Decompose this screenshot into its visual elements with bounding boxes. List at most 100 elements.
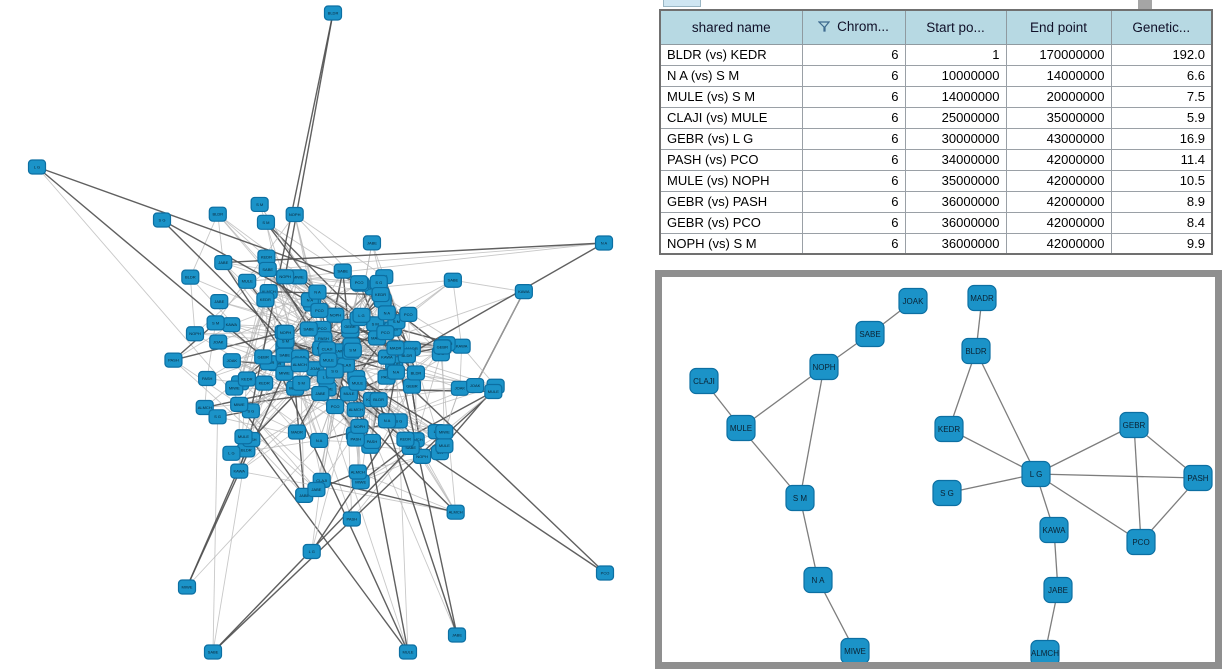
network-node[interactable]: NOPH xyxy=(276,324,295,340)
network-node[interactable]: MADR xyxy=(967,284,997,312)
table-row[interactable]: GEBR (vs) L G 6 30000000 43000000 16.9 xyxy=(659,127,1213,150)
network-node[interactable]: S M xyxy=(206,315,225,331)
network-node[interactable]: BLDR xyxy=(208,206,227,222)
network-node[interactable]: NOPH xyxy=(350,418,369,434)
network-node[interactable]: KEDR xyxy=(237,371,257,387)
network-edge[interactable] xyxy=(975,350,1037,475)
network-node[interactable]: PCO xyxy=(376,325,395,341)
network-node[interactable]: KEDR xyxy=(934,415,964,443)
column-header-2[interactable]: Start po... xyxy=(904,9,1007,45)
network-node[interactable]: JOAK xyxy=(450,380,469,396)
network-node[interactable]: NOPH xyxy=(809,353,839,381)
network-node[interactable]: JABE xyxy=(362,235,382,251)
network-node[interactable]: ALMCH xyxy=(346,402,365,418)
network-node[interactable]: SABE xyxy=(275,347,294,363)
network-node[interactable]: CLAJI xyxy=(689,367,719,395)
network-node[interactable]: MULE xyxy=(484,383,503,400)
network-edge[interactable] xyxy=(1133,424,1142,543)
network-node[interactable]: SABE xyxy=(203,644,223,660)
network-node[interactable]: MADR xyxy=(386,340,405,356)
table-row[interactable]: MULE (vs) NOPH 6 35000000 42000000 10.5 xyxy=(659,169,1213,192)
network-node[interactable]: MULE xyxy=(726,414,756,442)
network-edge[interactable] xyxy=(1035,473,1142,543)
network-node[interactable]: KEDR xyxy=(396,431,415,447)
network-node[interactable]: MIWE xyxy=(840,637,870,663)
network-node[interactable]: SABE xyxy=(443,272,462,288)
network-node[interactable]: SABE xyxy=(333,263,352,279)
network-node[interactable]: KEDR xyxy=(256,292,275,308)
table-row[interactable]: MULE (vs) S M 6 14000000 20000000 7.5 xyxy=(659,85,1213,108)
network-node[interactable]: KEDR xyxy=(255,375,274,391)
network-node[interactable]: GEBR xyxy=(254,349,273,365)
network-edge[interactable] xyxy=(1035,424,1135,475)
network-node[interactable]: S M xyxy=(785,484,815,512)
network-edge[interactable] xyxy=(799,497,819,581)
network-node[interactable]: JABE xyxy=(311,385,330,402)
network-node[interactable]: MIWE xyxy=(275,365,294,381)
network-node[interactable]: JABE xyxy=(214,254,233,271)
network-node[interactable]: S G xyxy=(932,479,962,507)
network-node[interactable]: MULE xyxy=(398,644,418,660)
network-node[interactable]: SABE xyxy=(258,261,277,278)
network-node[interactable]: PASH xyxy=(198,370,217,387)
column-header-0[interactable]: shared name xyxy=(659,9,803,45)
network-node[interactable]: GEBR xyxy=(402,378,422,394)
network-node[interactable]: PCO xyxy=(595,565,615,581)
network-node[interactable]: JABE xyxy=(1043,576,1073,604)
table-row[interactable]: CLAJI (vs) MULE 6 25000000 35000000 5.9 xyxy=(659,106,1213,129)
network-node[interactable]: KAWA xyxy=(1039,516,1069,544)
network-node[interactable]: NOPH xyxy=(285,206,304,223)
network-node[interactable]: ALMCH xyxy=(290,357,309,373)
network-node[interactable]: L G xyxy=(302,543,321,560)
network-node[interactable]: S M xyxy=(292,375,311,391)
network-node[interactable]: MIWE xyxy=(435,424,454,440)
network-node[interactable]: PASH xyxy=(362,433,382,450)
network-node[interactable]: BLDR xyxy=(961,337,991,365)
network-node[interactable]: PCO xyxy=(326,398,345,415)
network-node[interactable]: S M xyxy=(343,342,362,358)
column-header-1[interactable]: Chrom... xyxy=(801,9,906,45)
network-node[interactable]: N A xyxy=(377,305,396,321)
network-node[interactable]: L G xyxy=(1021,460,1051,488)
network-node[interactable]: JABE xyxy=(447,627,467,643)
table-row[interactable]: GEBR (vs) PCO 6 36000000 42000000 8.4 xyxy=(659,211,1213,234)
network-node[interactable]: N A xyxy=(377,413,397,429)
network-node[interactable]: KEDR xyxy=(371,286,390,303)
network-node[interactable]: S M xyxy=(250,196,269,213)
network-node[interactable]: ALMCH xyxy=(446,504,465,520)
network-node[interactable]: KAWA xyxy=(230,463,249,479)
network-node[interactable]: N A xyxy=(309,432,329,449)
network-node[interactable]: N A xyxy=(308,284,327,300)
network-node[interactable]: JOAK xyxy=(466,377,485,394)
network-node[interactable]: JOAK xyxy=(222,353,241,369)
network-node[interactable]: ALMCH xyxy=(348,464,367,480)
table-row[interactable]: GEBR (vs) PASH 6 36000000 42000000 8.9 xyxy=(659,190,1213,213)
network-node[interactable]: MIWE xyxy=(177,579,197,595)
filter-funnel-icon[interactable] xyxy=(817,20,831,35)
network-node[interactable]: GEBR xyxy=(1119,411,1149,439)
network-node[interactable]: S G xyxy=(152,212,172,228)
network-node[interactable]: L G xyxy=(352,307,371,323)
network-node[interactable]: GEBR xyxy=(433,339,452,355)
network-edge[interactable] xyxy=(740,366,825,429)
network-node[interactable]: BLDR xyxy=(323,5,343,21)
network-node[interactable]: N A xyxy=(386,364,406,380)
network-node[interactable]: MULE xyxy=(234,429,253,445)
network-node[interactable]: PCO xyxy=(350,275,369,291)
scrollbar-fragment[interactable] xyxy=(1138,0,1152,9)
network-node[interactable]: JABE xyxy=(210,294,229,310)
network-node[interactable]: JOAK xyxy=(209,334,228,350)
network-node[interactable]: PASH xyxy=(164,352,183,368)
network-node[interactable]: N A xyxy=(803,566,833,594)
network-node[interactable]: MULE xyxy=(238,273,257,289)
network-node[interactable]: MULE xyxy=(319,352,338,368)
network-node[interactable]: MADR xyxy=(287,424,307,440)
network-node[interactable]: KAWA xyxy=(514,284,533,300)
network-node[interactable]: JOAK xyxy=(898,287,928,315)
network-node[interactable]: S M xyxy=(256,214,276,230)
network-edge[interactable] xyxy=(946,473,1037,494)
network-node[interactable]: NOPH xyxy=(275,269,295,285)
network-node[interactable]: MIWE xyxy=(230,396,249,412)
network-node[interactable]: BLDR xyxy=(181,269,200,285)
network-node[interactable]: BLDR xyxy=(369,392,388,408)
